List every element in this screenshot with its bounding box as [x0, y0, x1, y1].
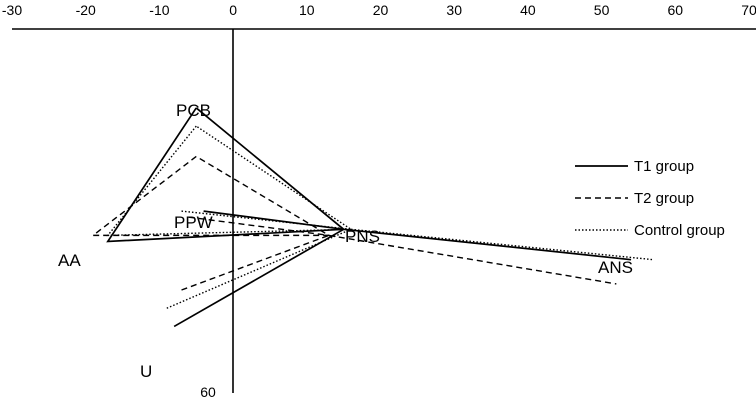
- point-label-ans: ANS: [598, 258, 633, 277]
- y-tick-label: 60: [200, 384, 216, 400]
- legend-label-control-group: Control group: [634, 222, 725, 239]
- x-tick-label: 20: [373, 2, 389, 18]
- legend-label-t1-group: T1 group: [634, 158, 694, 175]
- t2-group-ppw-line: [188, 216, 330, 237]
- point-label-pns: PNS: [345, 227, 380, 246]
- x-tick-label: 60: [668, 2, 684, 18]
- t1-group-ppw-line: [203, 210, 344, 231]
- x-tick-label: -30: [2, 2, 22, 18]
- legend-label-t2-group: T2 group: [634, 190, 694, 207]
- legend: T1 group T2 group Control group: [575, 158, 725, 239]
- point-label-ppw: PPW: [174, 213, 213, 232]
- t2-group-triangle: [91, 155, 332, 237]
- t2-group-palatal-line: [328, 234, 617, 285]
- x-tick-label: 10: [299, 2, 315, 18]
- x-tick-label: 50: [594, 2, 610, 18]
- x-tick-label: -20: [76, 2, 96, 18]
- t2-group-u-line: [181, 234, 330, 291]
- control-group-triangle: [106, 125, 354, 237]
- series-layer: [91, 107, 654, 328]
- x-tick-labels: -30 -20 -10 0 10 20 30 40 50 60 70: [2, 2, 756, 18]
- control-group-ppw-line: [181, 210, 352, 231]
- point-label-pcb: PCB: [176, 101, 211, 120]
- t1-group-palatal-line: [343, 228, 632, 261]
- x-tick-label: 30: [446, 2, 462, 18]
- x-tick-label: 70: [741, 2, 756, 18]
- t1-group-u-line: [173, 228, 345, 328]
- x-tick-label: 0: [229, 2, 237, 18]
- x-tick-label: -10: [149, 2, 169, 18]
- control-group-palatal-line: [350, 228, 654, 261]
- x-tick-label: 40: [520, 2, 536, 18]
- point-label-u: U: [140, 362, 152, 381]
- point-label-aa: AA: [58, 251, 81, 270]
